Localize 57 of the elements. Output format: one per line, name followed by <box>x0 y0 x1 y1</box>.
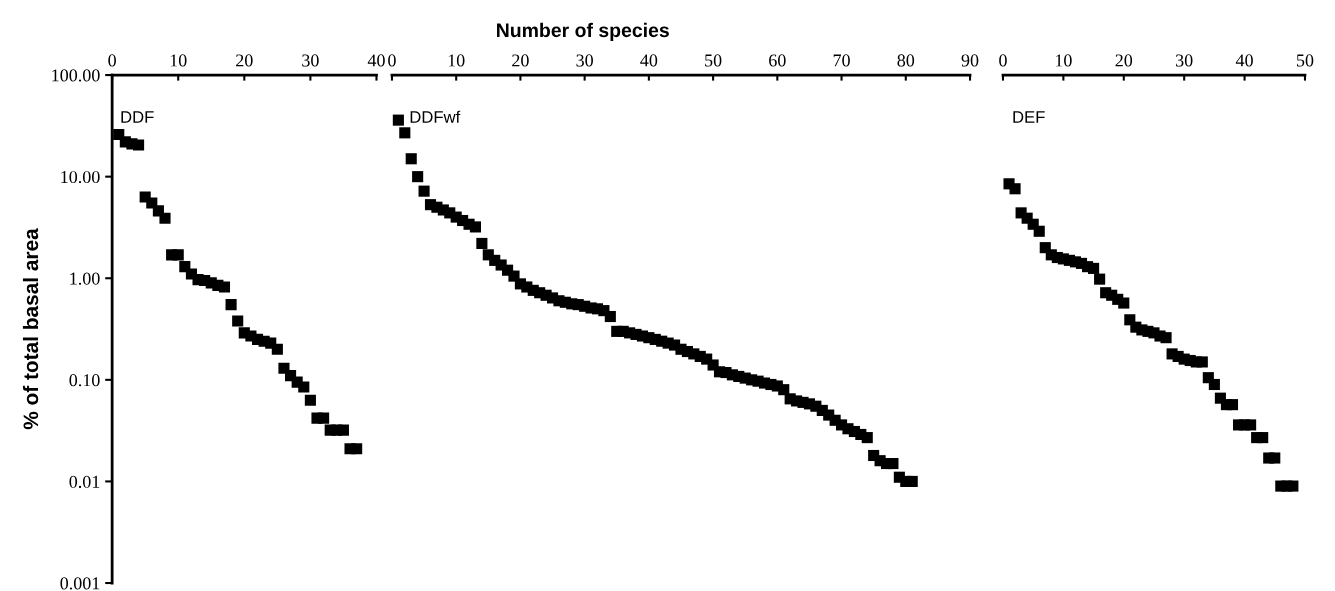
point <box>1226 399 1239 411</box>
annotation: DDF <box>121 111 154 123</box>
point <box>298 381 310 393</box>
x-tick-label: 60 <box>769 54 786 67</box>
annotation: DEF <box>1013 111 1045 123</box>
x-tick-label: 30 <box>1176 54 1193 67</box>
point <box>1088 262 1100 274</box>
point <box>1196 356 1208 368</box>
x-axis-title: Number of species <box>497 22 669 41</box>
point <box>1160 332 1172 344</box>
point <box>232 315 244 327</box>
x-tick-label: 80 <box>897 54 915 67</box>
x-tick-label: 10 <box>170 54 187 67</box>
point <box>318 412 330 424</box>
x-tick-label: 0 <box>999 54 1007 67</box>
x-tick-label: 20 <box>236 54 253 67</box>
y-tick-label: 1.00 <box>70 272 100 285</box>
x-tick-label: 50 <box>1296 54 1314 67</box>
point <box>225 299 237 311</box>
y-axis-title: % of total basal area <box>22 228 39 430</box>
point <box>159 212 171 224</box>
point <box>133 139 145 151</box>
x-tick-label: 30 <box>302 54 319 67</box>
x-tick-label: 40 <box>640 54 658 67</box>
y-tick-label: 100.00 <box>52 69 100 82</box>
point <box>1287 480 1299 492</box>
annotation: DDFwf <box>410 110 461 123</box>
point <box>337 424 349 436</box>
y-tick-label: 0.10 <box>69 374 100 387</box>
y-tick-label: 0.001 <box>60 577 100 590</box>
y-tick-label: 10.00 <box>61 170 100 184</box>
x-tick-label: 10 <box>1055 54 1072 67</box>
y-tick-label: 0.01 <box>69 475 100 488</box>
x-tick-label: 0 <box>108 54 116 67</box>
x-tick-label: 20 <box>512 54 529 67</box>
point <box>271 343 283 355</box>
point <box>1208 378 1220 391</box>
point <box>172 249 184 261</box>
point <box>1118 297 1130 309</box>
point <box>1269 452 1281 464</box>
x-tick-label: 0 <box>388 54 396 67</box>
point <box>218 281 231 293</box>
x-tick-label: 70 <box>833 54 850 67</box>
x-tick-label: 20 <box>1115 54 1133 67</box>
x-tick-label: 40 <box>1235 54 1253 67</box>
x-tick-label: 10 <box>448 54 465 67</box>
x-tick-label: 30 <box>576 54 593 67</box>
point <box>1245 419 1257 431</box>
point <box>351 443 363 455</box>
point <box>304 394 316 406</box>
x-tick-label: 40 <box>367 54 385 67</box>
x-tick-label: 50 <box>705 54 722 67</box>
point <box>1033 225 1045 237</box>
x-tick-label: 90 <box>961 54 979 67</box>
point <box>1257 432 1269 444</box>
point <box>1094 273 1106 285</box>
point <box>1009 183 1021 195</box>
